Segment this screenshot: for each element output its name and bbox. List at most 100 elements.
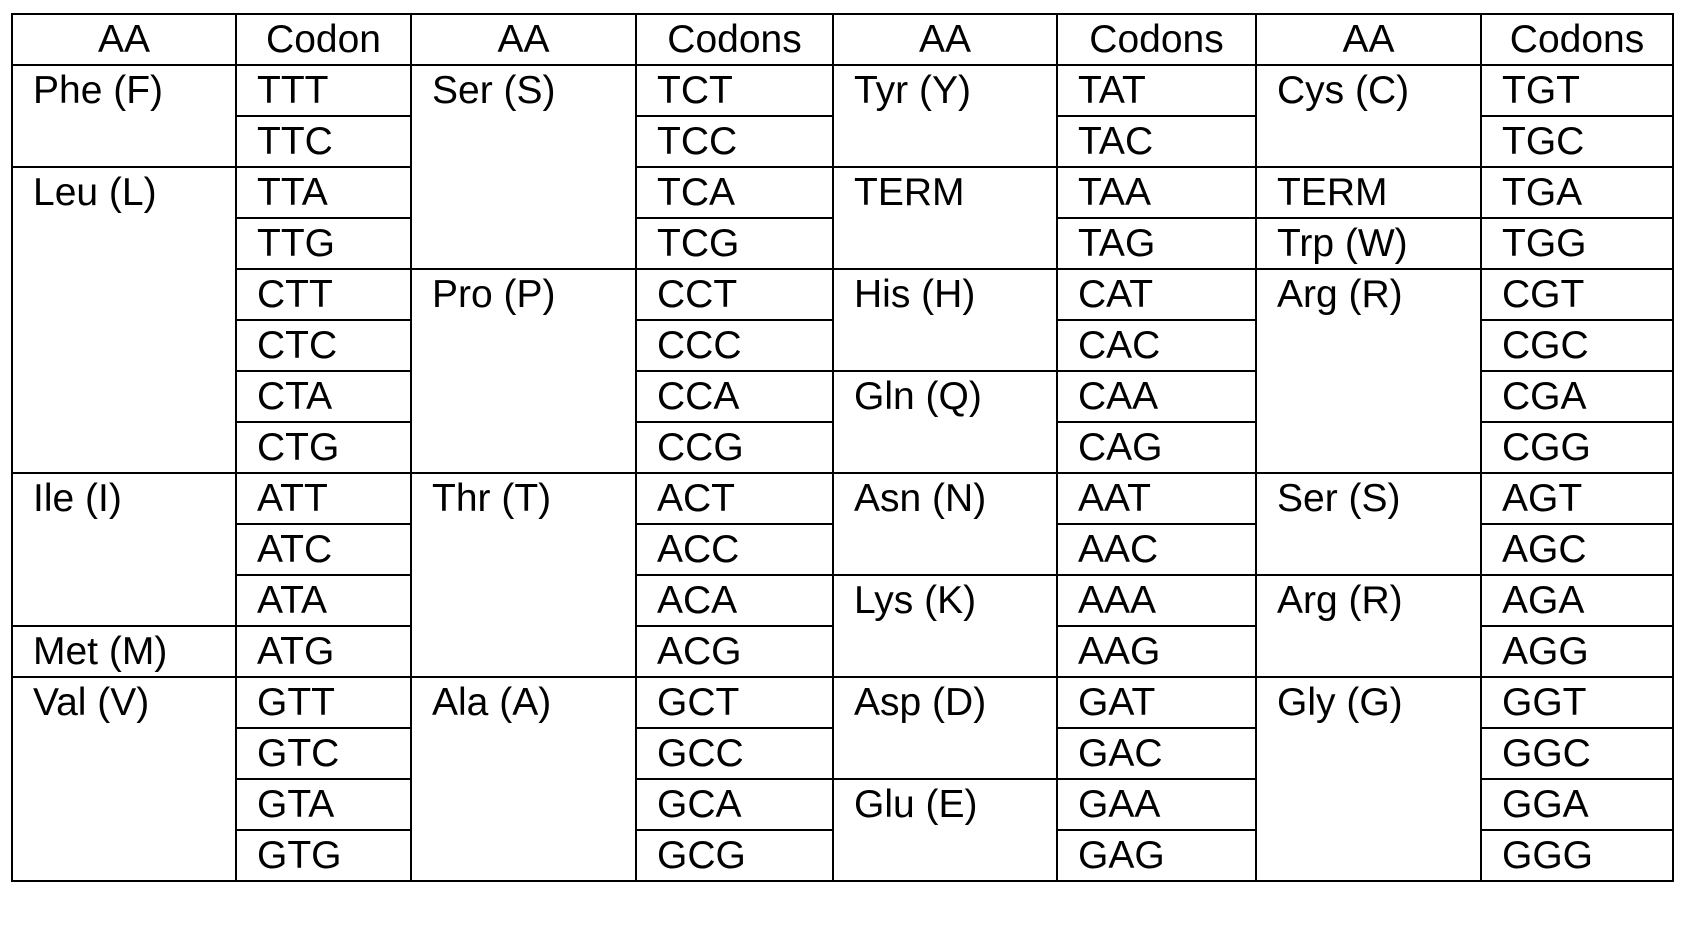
codon-cell: GCG (636, 830, 833, 881)
table-row: Val (V)GTTAla (A)GCTAsp (D)GATGly (G)GGT (12, 677, 1673, 728)
header-cell: Codon (236, 14, 411, 65)
amino-acid-cell: TERM (833, 167, 1057, 269)
amino-acid-cell: Lys (K) (833, 575, 1057, 677)
codon-cell: CAG (1057, 422, 1256, 473)
codon-cell: GAT (1057, 677, 1256, 728)
codon-cell: CTC (236, 320, 411, 371)
codon-cell: GCA (636, 779, 833, 830)
amino-acid-cell: Trp (W) (1256, 218, 1481, 269)
header-cell: AA (1256, 14, 1481, 65)
codon-cell: CAT (1057, 269, 1256, 320)
codon-cell: CGC (1481, 320, 1673, 371)
codon-cell: AGA (1481, 575, 1673, 626)
codon-cell: AGC (1481, 524, 1673, 575)
codon-cell: AAC (1057, 524, 1256, 575)
codon-table: AACodonAACodonsAACodonsAACodonsPhe (F)TT… (11, 13, 1674, 882)
amino-acid-cell: Val (V) (12, 677, 236, 881)
codon-cell: GTG (236, 830, 411, 881)
amino-acid-cell: Ser (S) (411, 65, 636, 269)
amino-acid-cell: Tyr (Y) (833, 65, 1057, 167)
codon-cell: GAA (1057, 779, 1256, 830)
codon-cell: TCC (636, 116, 833, 167)
codon-cell: GGG (1481, 830, 1673, 881)
table-row: Leu (L)TTATCATERMTAATERMTGA (12, 167, 1673, 218)
codon-cell: ATT (236, 473, 411, 524)
amino-acid-cell: His (H) (833, 269, 1057, 371)
codon-cell: GGT (1481, 677, 1673, 728)
codon-cell: CCA (636, 371, 833, 422)
table-row: CTTPro (P)CCTHis (H)CATArg (R)CGT (12, 269, 1673, 320)
codon-cell: AGT (1481, 473, 1673, 524)
codon-cell: AAG (1057, 626, 1256, 677)
header-cell: AA (12, 14, 236, 65)
codon-cell: AAA (1057, 575, 1256, 626)
codon-cell: ACA (636, 575, 833, 626)
amino-acid-cell: Arg (R) (1256, 269, 1481, 473)
amino-acid-cell: Cys (C) (1256, 65, 1481, 167)
codon-cell: GAC (1057, 728, 1256, 779)
amino-acid-cell: TERM (1256, 167, 1481, 218)
amino-acid-cell: Leu (L) (12, 167, 236, 473)
codon-cell: TAT (1057, 65, 1256, 116)
codon-cell: TGA (1481, 167, 1673, 218)
amino-acid-cell: Ile (I) (12, 473, 236, 626)
amino-acid-cell: Glu (E) (833, 779, 1057, 881)
header-cell: AA (833, 14, 1057, 65)
codon-cell: TTA (236, 167, 411, 218)
amino-acid-cell: Asp (D) (833, 677, 1057, 779)
codon-cell: TGT (1481, 65, 1673, 116)
codon-cell: ATC (236, 524, 411, 575)
codon-cell: GTT (236, 677, 411, 728)
codon-cell: TAC (1057, 116, 1256, 167)
amino-acid-cell: Asn (N) (833, 473, 1057, 575)
table-row: Phe (F)TTTSer (S)TCTTyr (Y)TATCys (C)TGT (12, 65, 1673, 116)
table-row: AACodonAACodonsAACodonsAACodons (12, 14, 1673, 65)
amino-acid-cell: Ala (A) (411, 677, 636, 881)
codon-cell: TAA (1057, 167, 1256, 218)
codon-cell: CGA (1481, 371, 1673, 422)
header-cell: Codons (636, 14, 833, 65)
table-row: ATAACALys (K)AAAArg (R)AGA (12, 575, 1673, 626)
codon-cell: CCT (636, 269, 833, 320)
amino-acid-cell: Ser (S) (1256, 473, 1481, 575)
codon-cell: CGT (1481, 269, 1673, 320)
codon-cell: TTG (236, 218, 411, 269)
header-cell: Codons (1481, 14, 1673, 65)
table-row: Ile (I)ATTThr (T)ACTAsn (N)AATSer (S)AGT (12, 473, 1673, 524)
amino-acid-cell: Arg (R) (1256, 575, 1481, 677)
codon-cell: TCA (636, 167, 833, 218)
codon-cell: TCT (636, 65, 833, 116)
codon-cell: AAT (1057, 473, 1256, 524)
codon-cell: GTC (236, 728, 411, 779)
codon-cell: TGC (1481, 116, 1673, 167)
codon-cell: GGC (1481, 728, 1673, 779)
codon-cell: CCG (636, 422, 833, 473)
codon-cell: TTC (236, 116, 411, 167)
codon-cell: CTT (236, 269, 411, 320)
codon-cell: ACG (636, 626, 833, 677)
codon-cell: GTA (236, 779, 411, 830)
amino-acid-cell: Pro (P) (411, 269, 636, 473)
codon-cell: GAG (1057, 830, 1256, 881)
codon-cell: ACT (636, 473, 833, 524)
codon-cell: CGG (1481, 422, 1673, 473)
amino-acid-cell: Gln (Q) (833, 371, 1057, 473)
codon-cell: AGG (1481, 626, 1673, 677)
codon-cell: CAC (1057, 320, 1256, 371)
amino-acid-cell: Gly (G) (1256, 677, 1481, 881)
codon-cell: TTT (236, 65, 411, 116)
codon-cell: GCT (636, 677, 833, 728)
amino-acid-cell: Phe (F) (12, 65, 236, 167)
codon-cell: ACC (636, 524, 833, 575)
codon-cell: CTA (236, 371, 411, 422)
amino-acid-cell: Thr (T) (411, 473, 636, 677)
amino-acid-cell: Met (M) (12, 626, 236, 677)
codon-cell: TGG (1481, 218, 1673, 269)
header-cell: Codons (1057, 14, 1256, 65)
header-cell: AA (411, 14, 636, 65)
codon-cell: CCC (636, 320, 833, 371)
codon-cell: GCC (636, 728, 833, 779)
codon-cell: TCG (636, 218, 833, 269)
codon-cell: ATG (236, 626, 411, 677)
